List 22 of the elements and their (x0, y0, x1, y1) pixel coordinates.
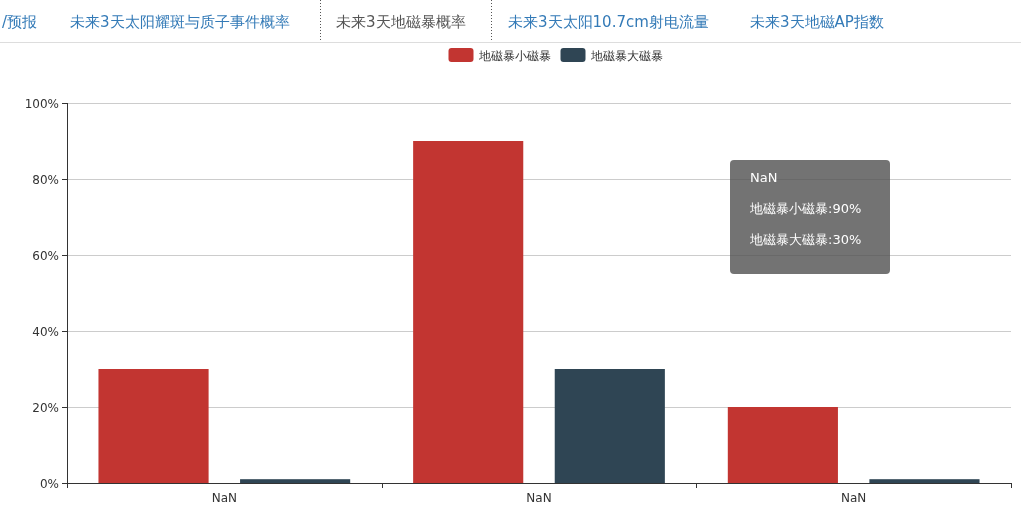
annotation: 地磁暴大磁暴:30% (749, 232, 862, 247)
annotation: NaN (750, 170, 778, 185)
x-tick-label: NaN (526, 491, 552, 505)
x-tick-label: NaN (841, 491, 867, 505)
x-tick-label: NaN (211, 491, 237, 505)
bar (869, 479, 980, 483)
bar (240, 479, 351, 483)
y-tick-label: 60% (32, 248, 59, 263)
legend-label: 地磁暴小磁暴 (477, 48, 551, 63)
tooltip: NaN 地磁暴小磁暴:90% 地磁暴大磁暴:30% (730, 160, 890, 274)
y-tick-label: 0% (39, 476, 59, 491)
bar (413, 141, 524, 483)
bar (98, 369, 209, 483)
annotation: 地磁暴小磁暴:90% (749, 201, 862, 216)
bar (727, 407, 838, 483)
tabs: /预报 未来3天太阳耀斑与质子事件概率 未来3天地磁暴概率 未来3天太阳10.7cm射电流量 未来3天地磁AP指数 (0, 0, 1021, 43)
y-tick-label: 80% (32, 172, 59, 187)
y-tick-label: 40% (32, 324, 59, 339)
y-tick-label: 20% (32, 400, 59, 415)
y-tick-label: 100% (24, 96, 59, 111)
legend-label: 地磁暴大磁暴 (589, 48, 663, 63)
bar (554, 369, 665, 483)
